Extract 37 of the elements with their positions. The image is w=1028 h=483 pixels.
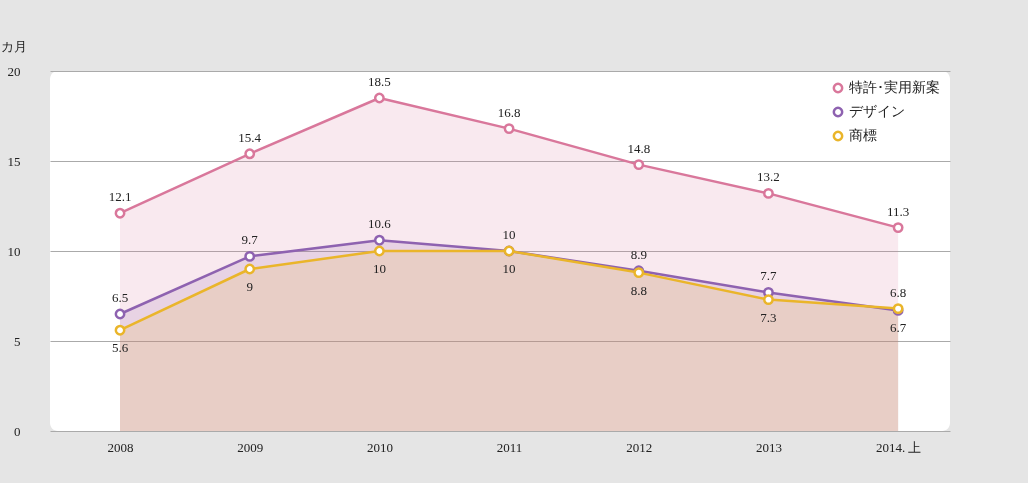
data-label: 18.5: [368, 74, 391, 89]
y-axis-title: カ月: [0, 38, 27, 54]
data-label: 10: [502, 261, 516, 276]
data-label: 6.8: [890, 284, 907, 300]
data-label: 15.4: [238, 129, 262, 145]
legend-label: デザイン: [849, 103, 905, 119]
legend-label: 商標: [849, 127, 877, 143]
data-label: 9.7: [241, 232, 259, 248]
data-label: 7.3: [760, 309, 777, 325]
data-label: 10.6: [368, 216, 392, 232]
x-tick-label: 2012: [626, 439, 653, 455]
data-label: 12.1: [108, 189, 132, 205]
data-label: 16.8: [497, 104, 521, 120]
data-label: 8.9: [630, 246, 647, 262]
data-label: 5.6: [111, 340, 129, 356]
data-label: 14.8: [627, 140, 651, 156]
data-label: 11.3: [886, 203, 910, 219]
y-tick-label: 15: [7, 153, 21, 169]
legend-label: 特許･実用新案: [849, 79, 940, 95]
x-tick-label: 2009: [237, 439, 264, 455]
y-tick-label: 0: [14, 423, 21, 439]
data-label: 10: [372, 261, 386, 276]
data-label: 6.5: [111, 290, 129, 305]
y-tick-label: 10: [7, 243, 21, 259]
x-tick-label: 2008: [107, 439, 134, 455]
data-label: 10: [502, 227, 516, 242]
x-tick-label: 2013: [755, 439, 782, 455]
data-label: 6.7: [890, 320, 907, 336]
data-label: 9: [246, 279, 253, 294]
data-label: 8.8: [630, 282, 647, 298]
x-tick-label: 2014. 上: [875, 439, 922, 455]
y-tick-label: 5: [14, 333, 21, 349]
data-label: 7.7: [760, 268, 778, 284]
x-tick-label: 2010: [366, 439, 393, 455]
y-tick-label: 20: [7, 63, 21, 79]
data-label: 13.2: [757, 169, 780, 185]
x-tick-label: 2011: [496, 439, 523, 455]
